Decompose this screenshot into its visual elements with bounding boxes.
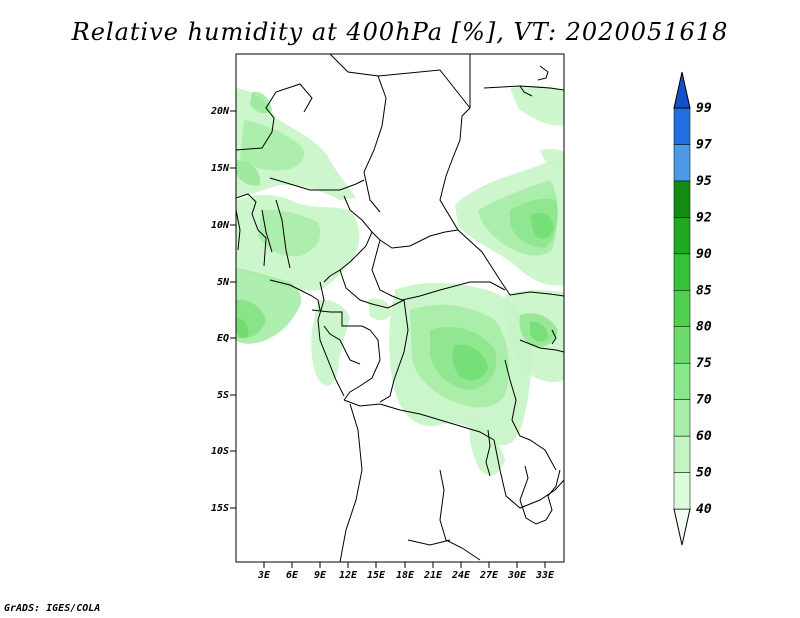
colorbar-level-label: 50: [696, 466, 712, 481]
colorbar: 40 50 60 70 75 80 85 90 92 95 97 99: [673, 71, 712, 546]
lon-tick-label: 6E: [286, 570, 299, 581]
border-path: [339, 269, 405, 309]
colorbar-level-label: 85: [696, 283, 712, 298]
colorbar-cell: [673, 180, 691, 218]
lat-tick-label: 10S: [211, 446, 229, 457]
border-path: [269, 279, 321, 311]
lon-tick-label: 27E: [479, 570, 499, 581]
border-path: [519, 85, 533, 97]
colorbar-level-label: 90: [696, 247, 712, 262]
border-path: [371, 239, 506, 301]
colorbar-level-label: 99: [696, 101, 712, 116]
border-path: [317, 281, 345, 397]
border-path: [311, 309, 362, 327]
border-path: [371, 229, 459, 249]
map-frame: [235, 53, 565, 563]
colorbar-cell: [673, 399, 691, 437]
colorbar-level-label: 92: [696, 210, 712, 225]
border-path: [439, 469, 481, 561]
border-path: [379, 299, 409, 403]
border-path: [537, 65, 549, 81]
lat-tick-label: 15N: [211, 163, 230, 174]
border-path: [236, 209, 241, 251]
colorbar-level-label: 80: [696, 320, 712, 335]
border-path: [323, 325, 361, 365]
lat-tick-label: 10N: [211, 220, 230, 231]
colorbar-level-label: 40: [696, 502, 712, 517]
border-path: [275, 199, 291, 269]
colorbar-level-label: 70: [696, 393, 712, 408]
colorbar-cell: [673, 107, 691, 145]
border-path: [323, 195, 373, 283]
lon-tick-label: 18E: [396, 570, 415, 581]
colorbar-cell: [673, 362, 691, 400]
lat-tick-label: 5N: [217, 277, 230, 288]
border-path: [509, 291, 564, 297]
lon-tick-label: 9E: [314, 570, 327, 581]
lat-tick-label: EQ: [217, 333, 229, 344]
colorbar-cell: [673, 290, 691, 327]
border-path: [407, 539, 451, 546]
colorbar-under-triangle: [673, 508, 691, 546]
border-path: [339, 403, 363, 562]
lon-tick-label: 12E: [339, 570, 358, 581]
latitude-labels: 20N 15N 10N 5N EQ 5S 10S 15S: [210, 106, 230, 514]
border-path: [439, 54, 511, 296]
lon-tick-label: 30E: [507, 570, 527, 581]
border-path: [343, 325, 381, 401]
colorbar-cell: [673, 435, 691, 473]
border-path: [519, 339, 564, 353]
border-path: [236, 193, 267, 267]
colorbar-cell: [673, 217, 691, 255]
colorbar-cell: [673, 326, 691, 364]
border-path: [519, 465, 561, 525]
colorbar-level-label: 97: [696, 137, 712, 152]
colorbar-level-label: 75: [696, 356, 712, 371]
colorbar-level-label: 95: [696, 174, 712, 189]
colorbar-cell: [673, 472, 691, 510]
lon-tick-label: 3E: [257, 570, 271, 581]
border-path: [377, 69, 471, 109]
colorbar-over-triangle: [673, 71, 691, 109]
border-path: [485, 429, 491, 477]
humidity-field: [236, 85, 564, 476]
colorbar-cell: [673, 253, 691, 291]
longitude-labels: 3E 6E 9E 12E 15E 18E 21E 24E 27E 30E 33E: [257, 570, 555, 581]
lon-tick-label: 24E: [451, 570, 471, 581]
colorbar-cells: [673, 71, 691, 546]
latitude-axis: [230, 110, 236, 509]
border-path: [483, 85, 564, 91]
chart-title: Relative humidity at 400hPa [%], VT: 202…: [71, 18, 729, 46]
lon-tick-label: 33E: [535, 570, 555, 581]
country-borders: [236, 54, 564, 562]
longitude-axis: [263, 562, 546, 568]
colorbar-cell: [673, 144, 691, 182]
border-path: [261, 209, 273, 253]
border-path: [504, 359, 557, 471]
colorbar-level-label: 60: [696, 429, 712, 444]
lat-tick-label: 15S: [211, 503, 229, 514]
lat-tick-label: 5S: [217, 390, 229, 401]
lon-tick-label: 15E: [367, 570, 386, 581]
lat-tick-label: 20N: [210, 106, 230, 117]
grads-credit: GrADS: IGES/COLA: [4, 603, 101, 614]
border-path: [493, 439, 564, 509]
border-path: [329, 54, 387, 213]
lon-tick-label: 21E: [423, 570, 443, 581]
colorbar-labels: 40 50 60 70 75 80 85 90 92 95 97 99: [696, 101, 712, 517]
border-path: [551, 329, 557, 345]
border-path: [343, 399, 495, 441]
border-path: [236, 83, 313, 151]
border-path: [269, 177, 365, 191]
